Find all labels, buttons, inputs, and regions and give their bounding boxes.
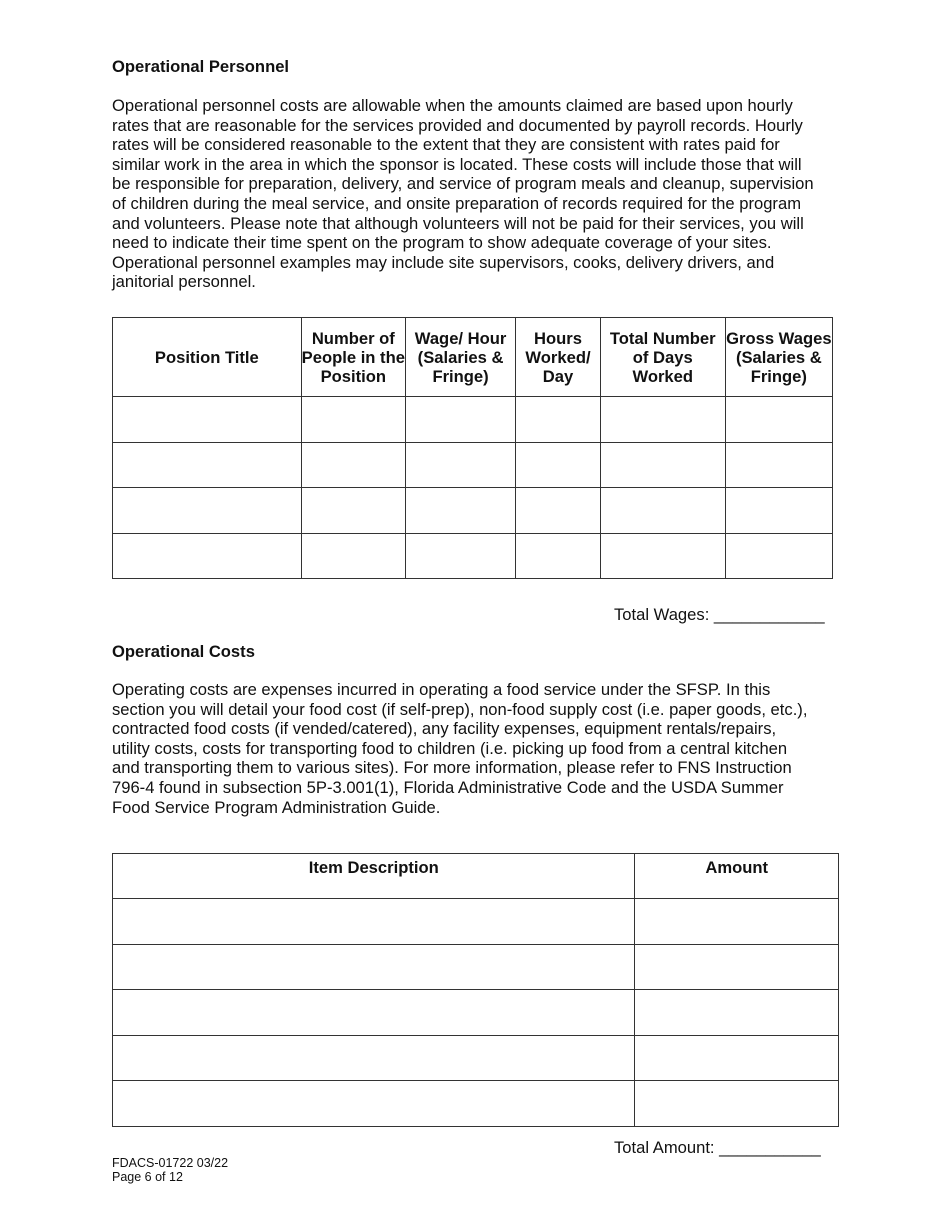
paragraph-line: similar work in the area in which the sp… [112,154,802,174]
input-cell[interactable] [515,487,601,534]
paragraph-line: Operational personnel examples may inclu… [112,252,775,272]
input-cell[interactable] [111,989,636,1036]
input-cell[interactable] [112,532,302,579]
paragraph-line: utility costs, costs for transporting fo… [112,738,788,758]
column-header: Number of People in the Position [300,317,406,397]
paragraph-line: janitorial personnel. [112,272,256,292]
paragraph-line: contracted food costs (if vended/catered… [112,719,777,739]
table-row [111,1080,839,1127]
input-cell[interactable] [111,943,636,991]
paragraph-line: rates that are reasonable for the servic… [112,115,803,135]
costs-table: Item Description Amount [111,852,839,1127]
column-header: Wage/ Hour (Salaries & Fringe) [404,317,517,397]
input-cell[interactable] [634,898,839,945]
input-cell[interactable] [112,441,302,488]
input-cell[interactable] [300,396,406,443]
paragraph-line: rates will be considered reasonable to t… [112,135,780,155]
paragraph-line: of children during the meal service, and… [112,193,802,213]
table-row [112,396,834,443]
personnel-table: Position Title Number of People in the Po… [112,317,834,579]
total-amount[interactable]: Total Amount: ___________ [614,1138,821,1157]
column-header: Amount [634,852,839,900]
input-cell[interactable] [515,532,601,579]
column-header: Hours Worked/ Day [515,317,601,397]
table-row [112,487,834,534]
input-cell[interactable] [634,1034,839,1082]
personnel-heading: Operational Personnel [112,57,290,76]
column-header: Total Number of Days Worked [599,317,726,397]
input-cell[interactable] [634,989,839,1036]
input-cell[interactable] [724,532,834,579]
column-header: Item Description [111,852,636,900]
paragraph-line: Food Service Program Administration Guid… [112,797,441,817]
table-row [112,532,834,579]
table-row [111,898,839,945]
input-cell[interactable] [599,441,726,488]
costs-heading: Operational Costs [112,642,255,661]
input-cell[interactable] [515,441,601,488]
input-cell[interactable] [111,898,636,945]
input-cell[interactable] [300,487,406,534]
input-cell[interactable] [404,487,517,534]
input-cell[interactable] [515,396,601,443]
footer: FDACS-01722 03/22 Page 6 of 12 [112,1156,228,1184]
table-row [111,989,839,1036]
input-cell[interactable] [112,396,302,443]
input-cell[interactable] [724,487,834,534]
input-cell[interactable] [599,532,726,579]
total-wages[interactable]: Total Wages: ____________ [614,605,825,624]
input-cell[interactable] [724,396,834,443]
paragraph-line: 796-4 found in subsection 5P-3.001(1), F… [112,777,784,797]
paragraph-line: Operating costs are expenses incurred in… [112,680,771,699]
column-header: Position Title [112,317,302,397]
personnel-paragraph: Operational personnel costs are allowabl… [112,96,814,292]
input-cell[interactable] [599,487,726,534]
column-header: Gross Wages (Salaries & Fringe) [724,317,834,397]
paragraph-line: and volunteers. Please note that althoug… [112,213,804,233]
table-row [112,441,834,488]
paragraph-line: and transporting them to various sites).… [112,758,792,778]
input-cell[interactable] [599,396,726,443]
input-cell[interactable] [300,441,406,488]
form-id: FDACS-01722 03/22 [112,1156,229,1170]
input-cell[interactable] [634,1080,839,1127]
paragraph-line: be responsible for preparation, delivery… [112,174,814,194]
table-row [111,1034,839,1082]
paragraph-line: need to indicate their time spent on the… [112,233,772,253]
input-cell[interactable] [404,532,517,579]
page-number: Page 6 of 12 [112,1170,183,1184]
input-cell[interactable] [111,1080,636,1127]
paragraph-line: section you will detail your food cost (… [112,699,808,719]
input-cell[interactable] [112,487,302,534]
input-cell[interactable] [634,943,839,991]
input-cell[interactable] [404,441,517,488]
table-row [111,943,839,991]
costs-paragraph: Operating costs are expenses incurred in… [112,680,807,817]
input-cell[interactable] [404,396,517,443]
paragraph-line: Operational personnel costs are allowabl… [112,96,793,115]
input-cell[interactable] [724,441,834,488]
input-cell[interactable] [300,532,406,579]
input-cell[interactable] [111,1034,636,1082]
